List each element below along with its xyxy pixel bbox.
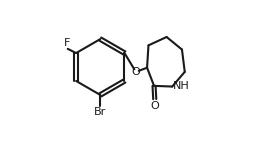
Text: Br: Br (94, 107, 107, 117)
Text: O: O (132, 67, 140, 77)
Text: NH: NH (173, 81, 190, 91)
Text: F: F (64, 38, 70, 48)
Text: O: O (150, 101, 159, 111)
